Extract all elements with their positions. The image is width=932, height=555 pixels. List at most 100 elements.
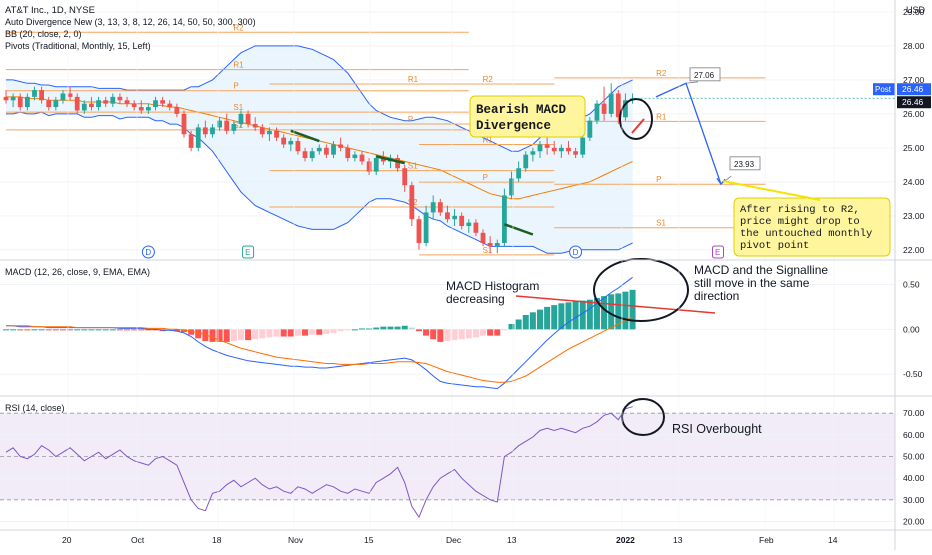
candle[interactable]	[267, 127, 272, 142]
candle[interactable]	[39, 86, 44, 104]
candle[interactable]	[573, 147, 578, 159]
price-tag[interactable]: 27.06	[689, 67, 721, 82]
candle[interactable]	[537, 141, 543, 159]
candle[interactable]	[580, 134, 586, 159]
candle[interactable]	[274, 127, 279, 142]
post-price-tag[interactable]: Post 26.46 26.46	[873, 83, 931, 109]
candle[interactable]	[110, 93, 116, 108]
candle[interactable]	[195, 124, 201, 152]
candle[interactable]	[502, 188, 507, 247]
candle[interactable]	[480, 229, 486, 247]
candle[interactable]	[473, 219, 479, 237]
drawing-annotations[interactable]: 27.06 23.93	[290, 67, 761, 236]
candle[interactable]	[53, 96, 59, 111]
candle[interactable]	[309, 147, 315, 162]
highlight-circle-macd[interactable]	[593, 258, 689, 322]
candle[interactable]	[288, 137, 294, 152]
candle[interactable]	[587, 117, 593, 142]
candle[interactable]	[10, 93, 16, 108]
candle[interactable]	[395, 154, 400, 172]
candle[interactable]	[259, 124, 265, 138]
candle[interactable]	[74, 93, 80, 114]
candle[interactable]	[345, 144, 351, 162]
event-marker-d[interactable]: D	[569, 245, 583, 259]
histogram-note-line1[interactable]: MACD Histogram	[446, 279, 539, 293]
candle[interactable]	[96, 96, 101, 111]
candle[interactable]	[324, 144, 329, 159]
candlesticks[interactable]	[3, 83, 635, 254]
candle[interactable]	[103, 96, 109, 108]
candle[interactable]	[530, 147, 536, 162]
histogram-note-line2[interactable]: decreasing	[446, 292, 505, 306]
indicator-label-bb[interactable]: BB (20, close, 2, 0)	[5, 29, 82, 39]
signal-note-line1[interactable]: MACD and the Signalline	[694, 263, 828, 277]
histogram-trend-line[interactable]	[515, 295, 716, 314]
candle[interactable]	[558, 144, 564, 159]
candle[interactable]	[409, 181, 415, 227]
candle[interactable]	[452, 209, 457, 227]
candle[interactable]	[231, 120, 237, 135]
candle[interactable]	[46, 96, 52, 111]
highlight-circle-price[interactable]	[619, 98, 653, 140]
candle[interactable]	[352, 151, 358, 162]
candle[interactable]	[601, 86, 607, 121]
candle[interactable]	[516, 161, 522, 182]
macd-title[interactable]: MACD (12, 26, close, 9, EMA, EMA)	[5, 267, 150, 277]
event-marker-d[interactable]: D	[141, 245, 155, 259]
candle[interactable]	[608, 83, 614, 118]
candle[interactable]	[331, 141, 336, 159]
candle[interactable]	[544, 137, 550, 155]
divergence-line[interactable]	[375, 155, 406, 165]
candle[interactable]	[316, 144, 322, 155]
callout-target[interactable]: After rising to R2, price might drop to …	[722, 180, 891, 257]
chart-title[interactable]: AT&T Inc., 1D, NYSE	[5, 5, 95, 16]
divergence-line[interactable]	[503, 223, 534, 236]
candle[interactable]	[210, 124, 215, 138]
candle[interactable]	[167, 100, 173, 111]
candle[interactable]	[566, 141, 571, 155]
candle[interactable]	[459, 212, 465, 230]
rsi-title[interactable]: RSI (14, close)	[5, 403, 65, 413]
candle[interactable]	[224, 113, 230, 135]
candle[interactable]	[89, 96, 94, 111]
candle[interactable]	[615, 90, 621, 125]
red-trend-mark[interactable]	[631, 118, 645, 134]
candle[interactable]	[24, 93, 30, 111]
candle[interactable]	[359, 151, 365, 165]
candle[interactable]	[124, 96, 130, 108]
candle[interactable]	[551, 141, 557, 155]
indicator-label-pivots[interactable]: Pivots (Traditional, Monthly, 15, Left)	[5, 41, 151, 51]
candle[interactable]	[146, 103, 151, 114]
divergence-line[interactable]	[290, 129, 320, 143]
candle[interactable]	[594, 100, 600, 125]
candle[interactable]	[238, 110, 244, 128]
candle[interactable]	[623, 93, 628, 121]
indicator-label-divergence[interactable]: Auto Divergence New (3, 13, 3, 8, 12, 26…	[5, 17, 256, 27]
candle[interactable]	[295, 137, 301, 155]
candle[interactable]	[416, 215, 422, 250]
candle[interactable]	[81, 100, 87, 114]
candle[interactable]	[3, 90, 9, 104]
candle[interactable]	[466, 219, 472, 233]
candle[interactable]	[138, 100, 144, 114]
candle[interactable]	[494, 239, 500, 254]
candle[interactable]	[67, 86, 73, 101]
candle[interactable]	[32, 86, 37, 101]
candle[interactable]	[338, 137, 344, 152]
candle[interactable]	[366, 158, 372, 176]
event-marker-e[interactable]: E	[242, 245, 255, 259]
candle[interactable]	[523, 151, 529, 172]
event-marker-e[interactable]: E	[712, 245, 724, 259]
candle[interactable]	[373, 154, 379, 176]
signal-note-line2[interactable]: still move in the same	[694, 276, 810, 290]
candle[interactable]	[188, 130, 194, 152]
callout-divergence[interactable]: Bearish MACD Divergence	[469, 95, 586, 138]
candle[interactable]	[281, 134, 287, 148]
candle[interactable]	[423, 205, 429, 247]
candle[interactable]	[60, 90, 66, 104]
candle[interactable]	[302, 147, 308, 162]
candle[interactable]	[430, 195, 436, 220]
candle[interactable]	[487, 236, 493, 254]
